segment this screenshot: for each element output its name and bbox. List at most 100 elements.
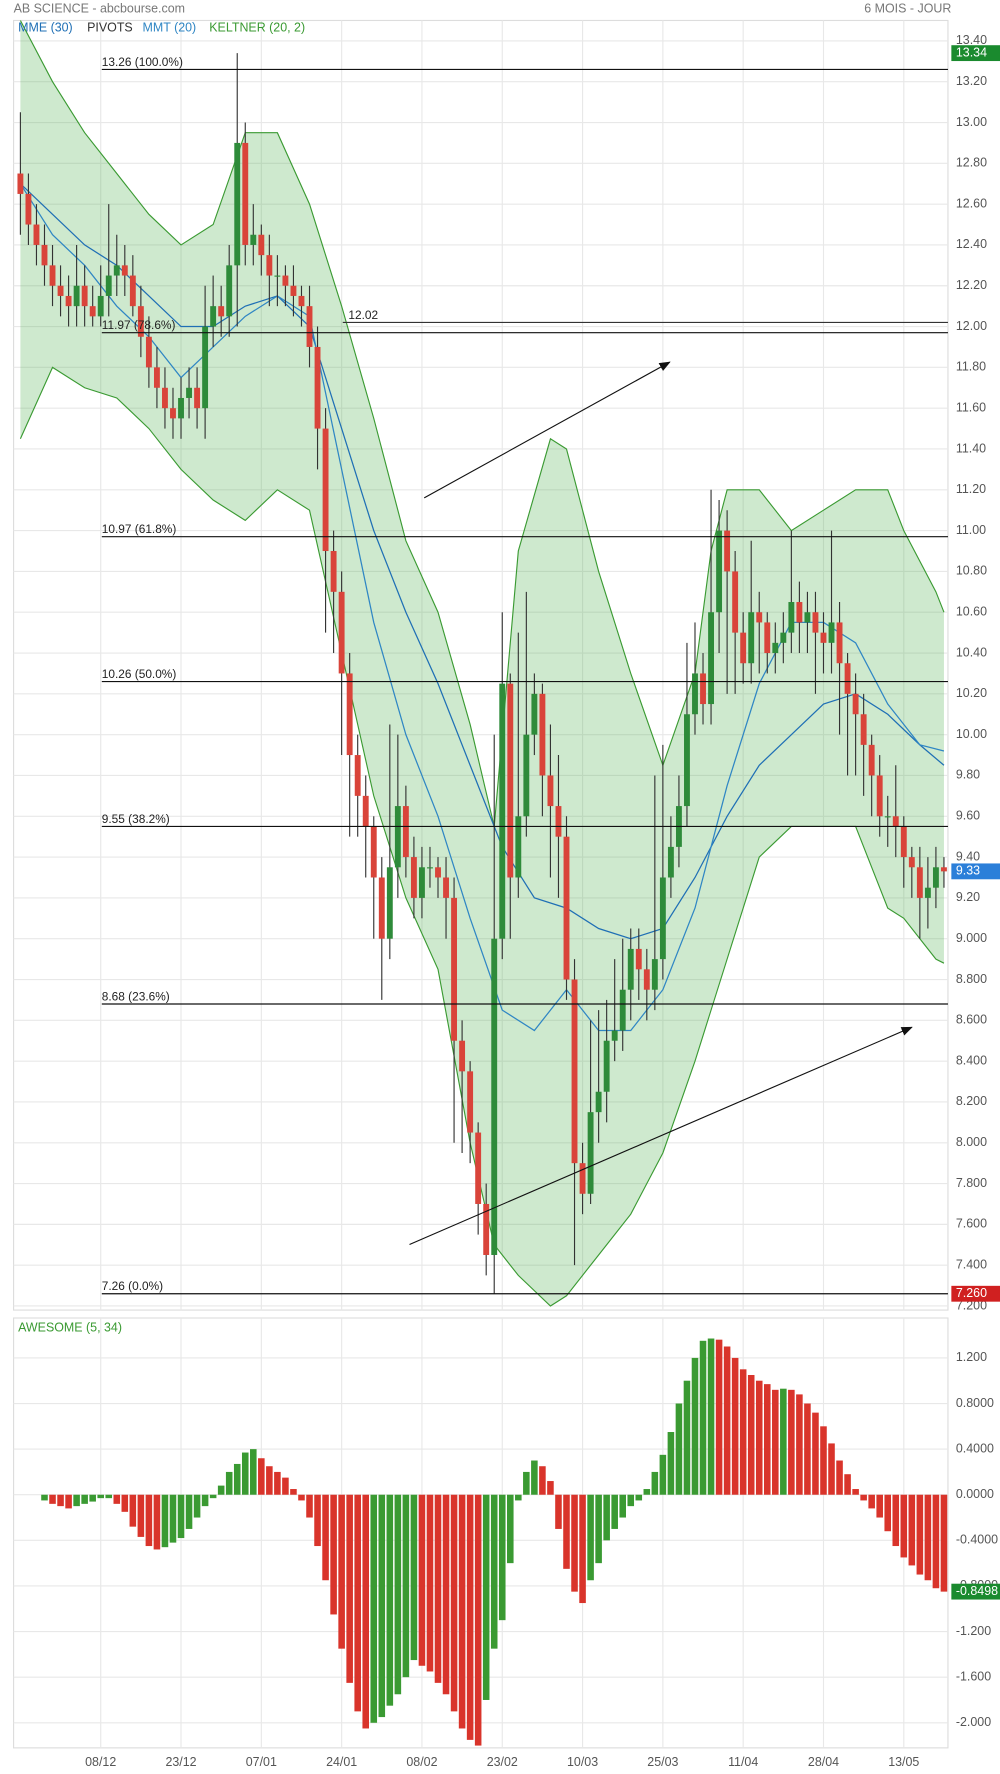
legend-entry: MMT (20) [143,21,197,35]
candle-body [330,551,337,592]
oscillator-bar [41,1494,48,1501]
candle-body [732,571,739,633]
candle-body [836,622,843,664]
fibonacci-label: 13.26 (100.0%) [102,55,183,69]
oscillator-bar [788,1389,795,1495]
y-tick-label: 10.00 [956,727,987,741]
y-tick-label: 13.00 [956,115,987,129]
candle-body [531,693,538,735]
y-tick-label: 8.600 [956,1013,987,1027]
candle-body [772,642,779,654]
y-tick-label: 9.80 [956,768,980,782]
x-tick-label: 23/02 [487,1755,518,1769]
oscillator-bar [852,1489,859,1495]
y-tick-label: 12.40 [956,237,987,251]
keltner-upper [19,20,945,827]
oscillator-bar [354,1494,361,1712]
candle-body [587,1112,594,1194]
last-value-badge [951,1583,1000,1600]
oscillator-bar [796,1394,803,1495]
candle-body [202,326,209,409]
oscillator-bar [667,1432,675,1495]
candle-body [852,693,859,715]
y-tick-label: 8.000 [956,1135,987,1149]
candle-body [89,306,96,317]
x-tick-label: 13/05 [888,1755,919,1769]
y-tick-label: -2.000 [956,1715,991,1729]
high-badge-text: 13.34 [956,45,987,59]
oscillator-bar [241,1452,249,1495]
candle-body [876,775,883,817]
y-tick-label: 12.00 [956,319,987,333]
oscillator-bar [908,1494,916,1566]
oscillator-bar [233,1463,241,1495]
x-tick-label: 25/03 [647,1755,678,1769]
candle-body [210,306,217,327]
oscillator-bar [860,1494,867,1501]
oscillator-bar [169,1494,177,1543]
candle-body [145,336,152,368]
y-tick-label: -1.200 [956,1624,991,1638]
candle-body [748,612,755,664]
x-tick-label: 08/02 [406,1755,437,1769]
y-tick-label: 11.60 [956,400,986,414]
candle-body [868,744,875,776]
oscillator-bar [418,1494,426,1666]
oscillator-bar [65,1494,72,1509]
candle-body [932,867,939,888]
candle-body [49,265,56,286]
candle-body [844,663,851,694]
oscillator-bar [225,1471,233,1495]
oscillator-bar [306,1494,313,1518]
candle-body [17,173,24,194]
y-tick-label: 8.800 [956,972,987,986]
oscillator-bar [571,1494,578,1592]
candle-body [97,295,104,317]
y-tick-label: 12.80 [956,156,987,170]
last-close-badge [951,863,1000,880]
x-tick-label: 28/04 [808,1755,839,1769]
candle-body [105,275,112,296]
candle-body [571,979,578,1164]
oscillator-bar [209,1494,217,1499]
candle-body [81,285,88,307]
oscillator-bar [274,1471,281,1495]
oscillator-bar [587,1494,594,1581]
candle-body [796,602,803,623]
oscillator-bar [683,1380,691,1495]
oscillator-bar [531,1460,538,1495]
candle-body [635,948,642,970]
y-tick-label: 0.8000 [956,1396,994,1410]
oscillator-bar [747,1375,755,1495]
legend-entry: KELTNER (20, 2) [209,21,305,35]
candle-body [941,867,947,872]
candle-body [194,387,201,409]
oscillator-bar [298,1494,305,1501]
candle-body [627,948,634,990]
x-tick-label: 23/12 [165,1755,196,1769]
y-tick-label: 10.60 [956,605,987,619]
oscillator-bar [161,1494,169,1548]
candle-body [162,387,168,409]
candle-body [700,673,706,705]
oscillator-bar [723,1346,731,1495]
candle-body [611,1030,618,1041]
y-tick-label: 13.40 [956,33,987,47]
oscillator-bar [426,1494,434,1672]
candle-body [378,877,385,939]
candle-body [788,602,795,633]
candle-body [298,295,305,307]
legend-entry: PIVOTS [87,21,133,35]
oscillator-bar [105,1494,113,1499]
oscillator-bar [498,1494,506,1621]
fibonacci-label: 9.55 (38.2%) [102,812,170,826]
y-tick-label: 9.20 [956,890,980,904]
oscillator-bar [434,1494,442,1683]
y-tick-label: 10.80 [956,564,987,578]
chart-title: AB SCIENCE - abcbourse.com [14,1,185,15]
candle-body [153,367,160,388]
oscillator-bar [185,1494,193,1529]
candle-body [916,867,923,898]
